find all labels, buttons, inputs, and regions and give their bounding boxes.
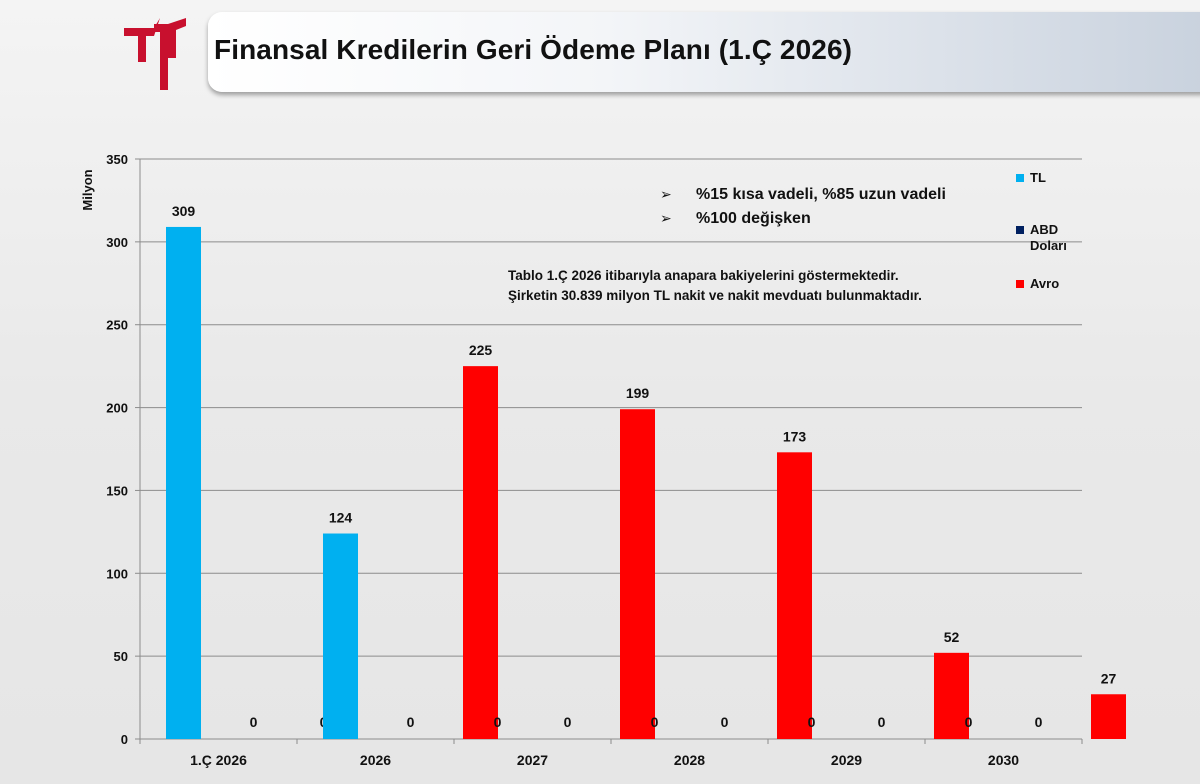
bar bbox=[323, 533, 358, 739]
arrow-bullet-icon: ➢ bbox=[660, 210, 672, 226]
data-label: 225 bbox=[469, 342, 493, 358]
data-label: 52 bbox=[944, 629, 960, 645]
legend-label: TL bbox=[1030, 170, 1046, 185]
data-label: 173 bbox=[783, 428, 807, 444]
y-tick-label: 350 bbox=[106, 152, 128, 167]
bar bbox=[620, 409, 655, 739]
bar bbox=[1091, 694, 1126, 739]
x-tick-label: 2027 bbox=[517, 752, 548, 768]
x-tick-label: 2026 bbox=[360, 752, 391, 768]
data-label: 0 bbox=[494, 714, 502, 730]
data-label: 0 bbox=[651, 714, 659, 730]
data-label: 0 bbox=[250, 714, 258, 730]
company-logo-icon bbox=[124, 18, 186, 90]
note-line: Şirketin 30.839 milyon TL nakit ve nakit… bbox=[508, 288, 922, 303]
data-label: 27 bbox=[1101, 670, 1117, 686]
x-tick-label: 2029 bbox=[831, 752, 862, 768]
data-label: 0 bbox=[721, 714, 729, 730]
arrow-bullet-icon: ➢ bbox=[660, 186, 672, 202]
bullet-item: ➢ %15 kısa vadeli, %85 uzun vadeli bbox=[660, 182, 946, 206]
x-tick-label: 2030 bbox=[988, 752, 1019, 768]
data-label: 0 bbox=[808, 714, 816, 730]
data-label: 0 bbox=[878, 714, 886, 730]
page-title: Finansal Kredilerin Geri Ödeme Planı (1.… bbox=[214, 34, 853, 65]
x-tick-label: 2028 bbox=[674, 752, 705, 768]
chart-note: Tablo 1.Ç 2026 itibarıyla anapara bakiye… bbox=[508, 266, 922, 306]
data-label: 199 bbox=[626, 385, 650, 401]
bar bbox=[166, 226, 201, 739]
y-tick-label: 300 bbox=[106, 235, 128, 250]
y-tick-label: 150 bbox=[106, 483, 128, 498]
bar bbox=[463, 366, 498, 739]
bar bbox=[934, 652, 969, 739]
note-line: Tablo 1.Ç 2026 itibarıyla anapara bakiye… bbox=[508, 268, 899, 283]
y-tick-label: 100 bbox=[106, 566, 128, 581]
y-tick-label: 250 bbox=[106, 318, 128, 333]
y-axis-label: Milyon bbox=[80, 169, 95, 210]
data-label: 309 bbox=[172, 203, 196, 219]
bar bbox=[777, 452, 812, 739]
bullet-item: ➢ %100 değişken bbox=[660, 206, 946, 230]
legend-swatch bbox=[1016, 280, 1024, 288]
y-tick-label: 200 bbox=[106, 401, 128, 416]
data-label: 0 bbox=[1035, 714, 1043, 730]
data-label: 0 bbox=[564, 714, 572, 730]
data-label: 124 bbox=[329, 510, 353, 526]
legend-label: ABD Doları bbox=[1030, 222, 1067, 253]
y-tick-label: 50 bbox=[114, 649, 128, 664]
bullet-text: %15 kısa vadeli, %85 uzun vadeli bbox=[696, 186, 946, 203]
legend-swatch bbox=[1016, 174, 1024, 182]
data-label: 0 bbox=[407, 714, 415, 730]
bullet-list: ➢ %15 kısa vadeli, %85 uzun vadeli ➢ %100 … bbox=[660, 182, 946, 230]
title-bar bbox=[208, 12, 1200, 92]
legend-label: Avro bbox=[1030, 276, 1060, 291]
x-tick-label: 1.Ç 2026 bbox=[190, 752, 247, 768]
data-label: 0 bbox=[965, 714, 973, 730]
legend-swatch bbox=[1016, 226, 1024, 234]
bullet-text: %100 değişken bbox=[696, 210, 811, 227]
y-tick-label: 0 bbox=[121, 732, 128, 747]
